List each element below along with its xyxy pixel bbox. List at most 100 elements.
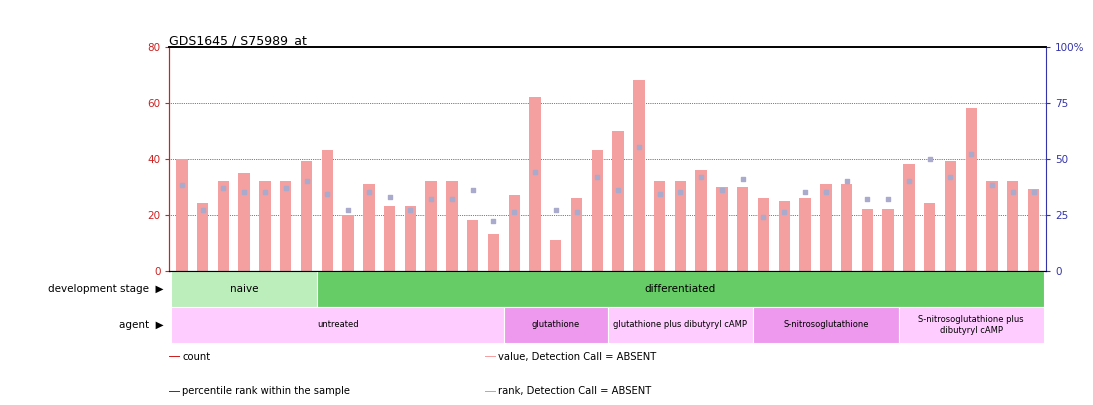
Bar [172, 271, 317, 307]
Bar [882, 209, 894, 271]
Bar [608, 307, 753, 343]
Point [339, 207, 356, 213]
Bar [841, 184, 853, 271]
Bar [280, 181, 292, 271]
Bar [820, 184, 832, 271]
Bar [529, 97, 541, 271]
Point [173, 182, 190, 189]
Point [277, 184, 294, 191]
Point [901, 178, 918, 184]
Bar [986, 181, 998, 271]
Bar [716, 187, 728, 271]
Bar [218, 181, 230, 271]
Point [567, 209, 585, 215]
Point [963, 151, 980, 157]
Bar [778, 200, 790, 271]
Point [797, 189, 814, 196]
Point [734, 175, 752, 182]
Text: percentile rank within the sample: percentile rank within the sample [183, 386, 350, 396]
Bar [898, 307, 1044, 343]
Point [443, 196, 460, 202]
Bar [321, 150, 333, 271]
Bar [238, 173, 250, 271]
Point [193, 207, 211, 213]
Text: value, Detection Call = ABSENT: value, Detection Call = ABSENT [497, 352, 656, 362]
Point [588, 173, 606, 180]
Bar [342, 215, 354, 271]
Bar [485, 391, 496, 392]
Point [380, 194, 398, 200]
Bar [591, 150, 603, 271]
Text: development stage  ▶: development stage ▶ [48, 284, 164, 294]
Point [693, 173, 710, 180]
Point [755, 213, 773, 220]
Bar [799, 198, 811, 271]
Text: rank, Detection Call = ABSENT: rank, Detection Call = ABSENT [497, 386, 650, 396]
Point [631, 144, 648, 151]
Point [318, 191, 336, 198]
Point [1004, 189, 1022, 196]
Bar [485, 356, 496, 357]
Bar [1027, 190, 1039, 271]
Point [672, 189, 690, 196]
Point [776, 209, 794, 215]
Bar [654, 181, 666, 271]
Point [360, 189, 377, 196]
Point [859, 196, 877, 202]
Bar [425, 181, 437, 271]
Point [422, 196, 439, 202]
Text: glutathione plus dibutyryl cAMP: glutathione plus dibutyryl cAMP [613, 320, 748, 329]
Point [610, 187, 627, 193]
Bar [924, 203, 936, 271]
Point [838, 178, 856, 184]
Bar [695, 170, 707, 271]
Bar [487, 234, 500, 271]
Bar [550, 240, 562, 271]
Point [714, 187, 731, 193]
Point [546, 207, 564, 213]
Bar [757, 198, 769, 271]
Bar [172, 307, 504, 343]
Text: glutathione: glutathione [531, 320, 580, 329]
Point [505, 209, 522, 215]
Bar [363, 184, 375, 271]
Point [484, 218, 502, 224]
Text: S-nitrosoglutathione plus
dibutyryl cAMP: S-nitrosoglutathione plus dibutyryl cAMP [918, 315, 1024, 335]
Point [235, 189, 252, 196]
Point [401, 207, 419, 213]
Point [818, 189, 835, 196]
Text: count: count [183, 352, 210, 362]
Bar [612, 130, 624, 271]
Bar [467, 220, 479, 271]
Text: GDS1645 / S75989_at: GDS1645 / S75989_at [169, 34, 307, 47]
Bar [1007, 181, 1019, 271]
Text: differentiated: differentiated [645, 284, 716, 294]
Bar [504, 307, 608, 343]
Bar [633, 80, 645, 271]
Bar [965, 108, 977, 271]
Text: S-nitrosoglutathione: S-nitrosoglutathione [783, 320, 869, 329]
Point [297, 178, 315, 184]
Bar [301, 161, 313, 271]
Point [1025, 189, 1043, 196]
Text: agent  ▶: agent ▶ [119, 320, 164, 330]
Bar [176, 159, 188, 271]
Bar [169, 356, 180, 357]
Bar [384, 206, 396, 271]
Bar [259, 181, 271, 271]
Bar [197, 203, 209, 271]
Point [984, 182, 1001, 189]
Bar [404, 206, 416, 271]
Bar [317, 271, 1044, 307]
Bar [753, 307, 898, 343]
Bar [446, 181, 458, 271]
Bar [861, 209, 873, 271]
Point [651, 191, 669, 198]
Point [880, 196, 897, 202]
Text: untreated: untreated [317, 320, 359, 329]
Text: naive: naive [230, 284, 258, 294]
Bar [903, 164, 915, 271]
Bar [737, 187, 749, 271]
Point [463, 187, 481, 193]
Point [214, 184, 232, 191]
